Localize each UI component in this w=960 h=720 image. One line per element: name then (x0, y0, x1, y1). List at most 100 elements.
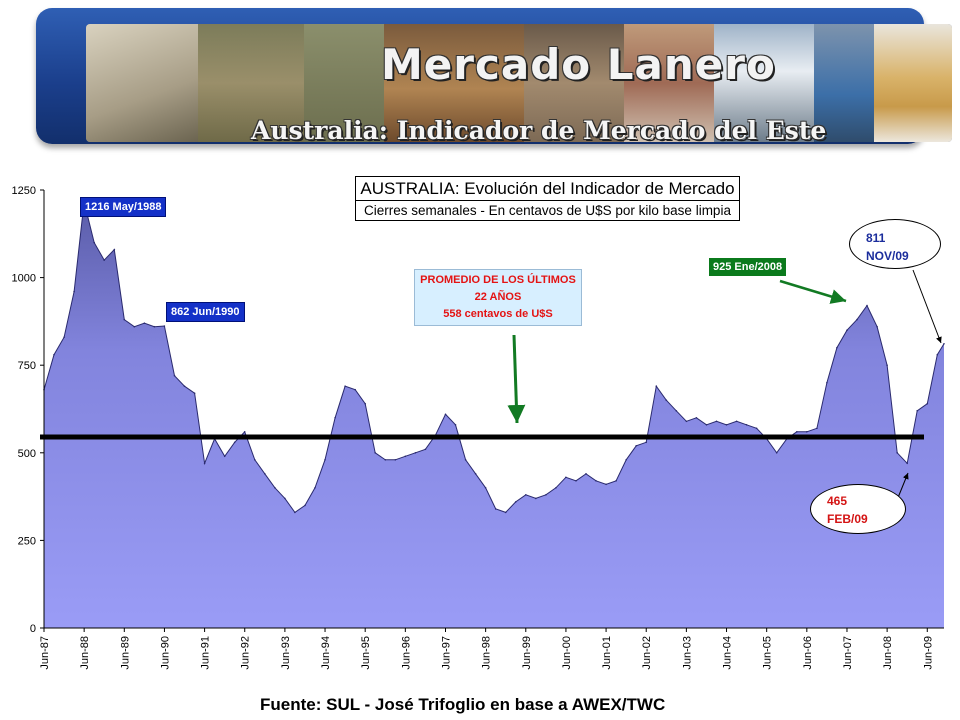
data-point-Mar-92 (233, 441, 236, 444)
data-point-Jun-08 (886, 364, 888, 366)
data-point-Jun-00 (565, 476, 567, 479)
data-point-Dec-96 (424, 448, 427, 451)
data-point-Jun-03 (685, 420, 688, 423)
photo-field (304, 24, 384, 142)
banner-title: Mercado Lanero (381, 40, 776, 89)
x-tick-label-Jun-87: Jun-87 (39, 636, 51, 670)
data-point-Sep-87 (53, 353, 55, 356)
data-point-Sep-04 (735, 420, 738, 423)
y-tick-label-750: 750 (18, 360, 36, 372)
data-point-Mar-94 (314, 487, 316, 489)
data-point-Dec-00 (585, 473, 587, 475)
data-point-Mar-90 (153, 325, 156, 328)
data-point-Jun-90 (163, 325, 166, 327)
data-point-Mar-00 (555, 487, 557, 489)
data-point-Sep-98 (494, 508, 497, 510)
average-arrow (507, 334, 526, 424)
data-point-Dec-07 (866, 304, 868, 307)
average-label-line1: PROMEDIO DE LOS ÚLTIMOS (420, 274, 576, 286)
chart-title-box: AUSTRALIA: Evolución del Indicador de Me… (355, 176, 740, 221)
x-tick-label-Jun-08: Jun-08 (882, 636, 894, 670)
y-tick-label-1000: 1000 (12, 273, 36, 285)
x-tick-label-Jun-94: Jun-94 (320, 636, 332, 670)
data-point-Sep-03 (695, 417, 698, 419)
data-point-Mar-08 (876, 325, 878, 328)
x-tick-label-Jun-98: Jun-98 (481, 636, 493, 670)
nov09-arrow (912, 269, 942, 344)
chart-subtitle: Cierres semanales - En centavos de U$S p… (356, 200, 739, 220)
annotation-peak-2008: 925 Ene/2008 (709, 258, 787, 276)
x-tick-label-Jun-00: Jun-00 (561, 636, 573, 670)
data-point-Dec-95 (384, 459, 387, 461)
y-tick-label-500: 500 (18, 448, 36, 460)
data-point-Mar-07 (836, 346, 838, 349)
x-tick-label-Jun-88: Jun-88 (79, 636, 91, 670)
data-point-Mar-01 (595, 480, 597, 482)
x-tick-label-Jun-89: Jun-89 (119, 636, 131, 670)
data-point-Mar-93 (274, 487, 276, 489)
data-point-Mar-09 (916, 410, 918, 412)
data-point-Jun-09 (926, 402, 929, 405)
data-point-Sep-97 (454, 424, 457, 426)
photo-flock (198, 24, 304, 142)
photo-hiker (814, 24, 874, 142)
data-point-Sep-08 (896, 452, 898, 454)
data-point-Dec-08 (906, 462, 908, 465)
x-tick-label-Jun-03: Jun-03 (681, 636, 693, 670)
x-tick-label-Jun-90: Jun-90 (159, 636, 171, 670)
banner: Mercado Lanero Australia: Indicador de M… (36, 8, 952, 144)
data-point-Jun-04 (725, 424, 728, 426)
data-point-Sep-06 (816, 427, 818, 430)
annotation-nov09: 811 NOV/09 (849, 219, 941, 269)
data-point-Mar-98 (474, 473, 477, 475)
data-point-Sep-96 (414, 452, 417, 454)
data-point-Jun-93 (284, 497, 286, 500)
data-point-Sep-89 (133, 325, 136, 328)
data-point-Jun-96 (404, 455, 407, 458)
data-point-Dec-89 (143, 322, 146, 324)
data-point-Dec-91 (223, 455, 226, 458)
data-point-Mar-05 (755, 427, 758, 430)
chart-area: 0 250 500 750 1000 1250 Jun-87 Jun-88 Jun-89 Jun-… (0, 175, 960, 720)
data-point-Jun-92 (243, 431, 246, 433)
average-label-line2: 22 AÑOS (474, 291, 522, 303)
nov09-date: NOV/09 (866, 249, 909, 263)
data-point-Dec-88 (103, 259, 105, 261)
x-tick-label-Jun-04: Jun-04 (722, 636, 734, 670)
x-tick-label-Jun-97: Jun-97 (440, 636, 452, 670)
x-tick-label-Jun-93: Jun-93 (280, 636, 292, 670)
data-point-Jun-91 (203, 462, 206, 465)
data-point-Dec-06 (826, 381, 828, 384)
photo-yarn (524, 24, 624, 142)
data-point-Jun-95 (364, 402, 367, 405)
data-point-Mar-99 (514, 501, 517, 503)
data-point-Dec-87 (63, 336, 65, 338)
y-tick-label-250: 250 (18, 535, 36, 547)
data-point-Mar-03 (675, 410, 678, 412)
x-tick-label-Jun-99: Jun-99 (521, 636, 533, 670)
chart-title: AUSTRALIA: Evolución del Indicador de Me… (360, 179, 735, 198)
source-caption: Fuente: SUL - José Trifoglio en base a A… (260, 695, 666, 714)
data-point-Jun-06 (806, 431, 808, 433)
banner-subtitle: Australia: Indicador de Mercado del Este (251, 116, 827, 142)
y-tick-label-0: 0 (30, 623, 36, 635)
annotation-peak-1988: 1216 May/1988 (80, 197, 167, 217)
photo-wool-bales (384, 24, 524, 142)
average-label-line3: 558 centavos de U$S (443, 308, 553, 320)
data-point-Sep-94 (334, 417, 336, 419)
x-tick-label-Jun-05: Jun-05 (762, 636, 774, 670)
data-point-Jun-02 (645, 441, 647, 444)
data-point-Sep-92 (254, 459, 256, 461)
data-point-Dec-01 (625, 459, 627, 461)
x-tick-label-Jun-96: Jun-96 (400, 636, 412, 670)
data-point-Dec-93 (304, 504, 306, 507)
feb09-date: FEB/09 (827, 512, 868, 526)
x-tick-label-Jun-01: Jun-01 (601, 636, 613, 670)
data-point-Sep-05 (775, 452, 778, 454)
data-point-Sep-02 (655, 385, 658, 387)
banner-image-strip: Mercado Lanero Australia: Indicador de M… (86, 24, 952, 142)
data-point-Sep-07 (856, 318, 858, 321)
photo-mountains (714, 24, 814, 142)
data-point-Mar-96 (394, 459, 397, 461)
data-point-Dec-92 (264, 473, 266, 475)
